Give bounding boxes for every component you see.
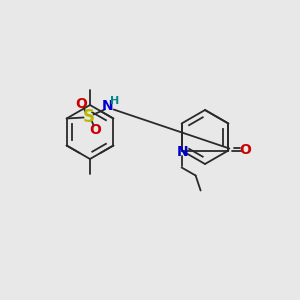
Text: N: N (177, 145, 188, 158)
Text: H: H (110, 95, 119, 106)
Text: S: S (82, 107, 94, 125)
Text: O: O (90, 122, 102, 136)
Text: N: N (102, 98, 113, 112)
Text: O: O (239, 143, 251, 158)
Text: O: O (76, 97, 88, 110)
